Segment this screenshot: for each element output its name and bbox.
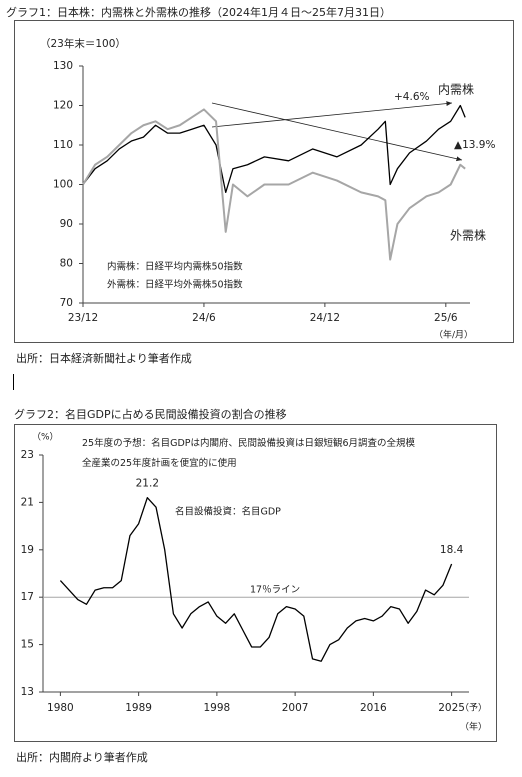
note: 外需株：日経平均外需株50指数 [107, 279, 243, 291]
frame [14, 424, 497, 742]
x-tick-label: 2025 [438, 702, 465, 714]
y-axis-label: （23年末＝100） [40, 37, 126, 50]
note: 内需株：日経平均内需株50指数 [107, 261, 243, 273]
annotation: 25年度の予想：名目GDPは内閣府、民間設備投資は日銀短観6月調査の全規模全産業… [82, 438, 416, 469]
y-tick-label: 120 [53, 100, 73, 112]
y-tick-label: 70 [60, 297, 73, 309]
x-tick-label: 25/6 [434, 312, 458, 324]
text-cursor [13, 374, 14, 390]
y-tick-label: 110 [53, 139, 73, 151]
source: 出所：内閣府より筆者作成 [16, 751, 148, 764]
reference-label: 17％ライン [250, 585, 300, 596]
series-line [82, 104, 466, 194]
chart: 13 15 17 19 21 23 1980 1989 1998 2007 2016 2025 21.2… [14, 424, 497, 742]
x-tick-label: 2007 [282, 702, 309, 714]
series-label: 名目設備投資：名目GDP [175, 506, 281, 518]
value-label: 21.2 [136, 478, 159, 490]
x-tick-label: 2016 [360, 702, 387, 714]
y-tick-label: 80 [60, 258, 73, 270]
chart-title: グラフ1：日本株：内需株と外需株の推移（2024年1月４日～25年7月31日） [6, 6, 391, 19]
value-label: 18.4 [440, 544, 464, 556]
arrow [211, 102, 463, 162]
series-line [82, 108, 466, 261]
series-line [59, 497, 453, 662]
x-tick-label: 24/6 [192, 312, 216, 324]
arrow [211, 101, 453, 128]
x-tick-label: 24/12 [310, 312, 340, 324]
y-tick-label: 17 [21, 591, 34, 603]
source: 出所：日本経済新聞社より筆者作成 [16, 352, 192, 365]
annotation-text: 25年度の予想：名目GDPは内閣府、民間設備投資は日銀短観6月調査の全規模全産業… [82, 438, 416, 469]
series-label: 内需株 [438, 82, 474, 97]
x-tick-label: 1980 [47, 702, 74, 714]
x-tick-label: 1998 [204, 702, 231, 714]
y-tick-label: 13 [21, 686, 34, 698]
annotation: +4.6% [394, 91, 429, 103]
forecast-label: （予） [460, 703, 487, 714]
y-tick-label: 23 [21, 449, 34, 461]
chart-title: グラフ2：名目GDPに占める民間設備投資の割合の推移 [14, 408, 287, 421]
x-tick-label: 23/12 [68, 312, 98, 324]
y-tick-label: 21 [21, 496, 34, 508]
y-tick-label: 19 [21, 544, 34, 556]
y-tick-label: 90 [60, 218, 73, 230]
y-tick-label: 130 [53, 60, 73, 72]
chart: 70 80 90 100 110 120 130 23/12 24/6 24/12 25/6 （23年… [14, 20, 514, 343]
series-label: 外需株 [450, 228, 486, 243]
y-axis-label: （%） [32, 432, 59, 443]
annotation: ▲13.9% [454, 139, 495, 151]
x-axis-label: （年/月） [434, 329, 473, 341]
x-tick-label: 1989 [125, 702, 152, 714]
y-tick-label: 15 [21, 639, 34, 651]
x-axis-label: （年） [460, 721, 487, 733]
y-tick-label: 100 [53, 179, 73, 191]
frame [14, 20, 514, 343]
